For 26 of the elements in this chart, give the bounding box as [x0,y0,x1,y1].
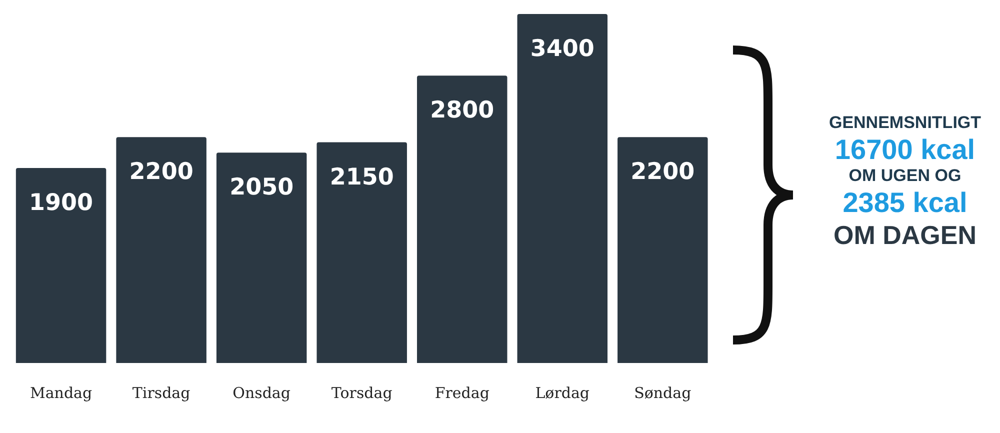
bar [416,76,508,363]
data-label: 2800 [430,98,494,124]
x-tick-label: Tirsdag [132,384,191,402]
text: OM UGEN OG [848,166,962,186]
x-tick-label: Mandag [30,384,92,402]
x-tick-label: Søndag [634,384,692,402]
bar [16,168,106,363]
text: GENNEMSNITLIGT [828,113,982,133]
bar [517,14,608,363]
text: 2385 kcal [842,187,968,219]
bar [316,142,407,363]
bar [618,137,708,363]
x-tick-label: Lørdag [535,384,590,402]
text: 16700 kcal [834,134,976,166]
data-label: 2200 [129,159,194,186]
data-label: 2150 [330,164,394,190]
data-label: 2200 [630,159,695,186]
x-tick-label: Fredag [434,384,490,402]
data-label: 1900 [29,190,94,216]
text: OM DAGEN [832,220,978,250]
x-tick-label: Torsdag [331,384,393,402]
data-label: 3400 [530,36,594,62]
data-label: 2050 [230,174,294,201]
x-tick-label: Onsdag [232,384,291,402]
bar [216,152,307,363]
bar [116,137,206,363]
